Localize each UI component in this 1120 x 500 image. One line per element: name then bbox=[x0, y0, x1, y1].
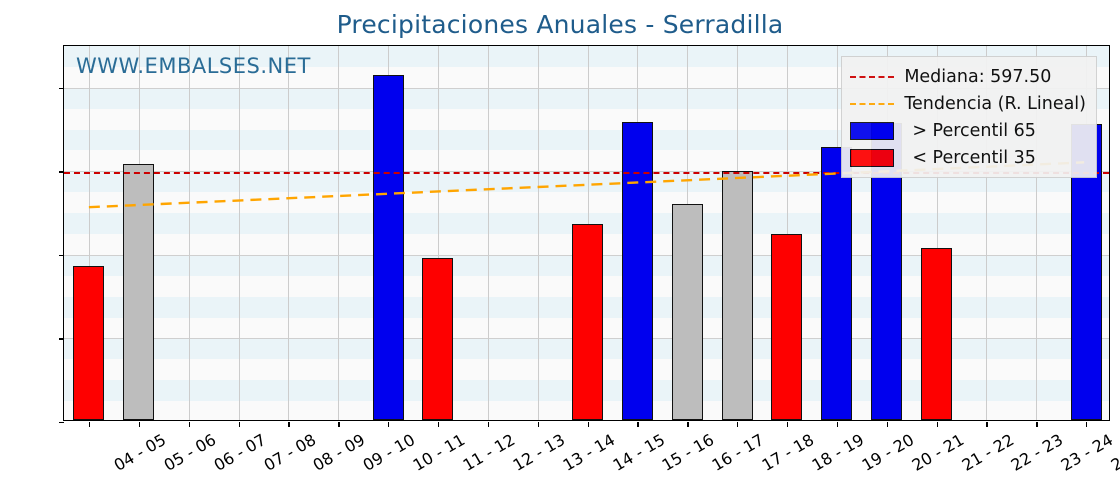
gridline-horizontal bbox=[64, 171, 1109, 173]
x-tick-mark bbox=[388, 422, 390, 427]
x-tick-mark bbox=[587, 422, 589, 427]
bar bbox=[821, 146, 853, 420]
x-tick-label: 11 - 12 bbox=[459, 430, 519, 475]
legend-label-above-p65: > Percentil 65 bbox=[912, 120, 1036, 141]
legend-item-below-p35: < Percentil 35 bbox=[850, 144, 1086, 171]
gridline-vertical bbox=[88, 46, 90, 420]
x-tick-mark bbox=[1086, 422, 1088, 427]
y-tick-mark bbox=[59, 171, 64, 173]
bar bbox=[73, 266, 105, 420]
x-tick-label: 14 - 15 bbox=[609, 430, 668, 475]
x-tick-mark bbox=[88, 422, 91, 427]
bar bbox=[422, 257, 454, 420]
x-tick-mark bbox=[338, 422, 340, 427]
x-tick-label: 06 - 07 bbox=[210, 430, 269, 475]
blue-swatch-icon bbox=[850, 121, 895, 140]
x-tick-mark bbox=[886, 422, 888, 427]
median-dash-icon bbox=[850, 75, 895, 78]
plot-area: WWW.EMBALSES.NET 0200400600800 04 - 0505… bbox=[59, 45, 1120, 475]
chart-legend: Mediana: 597.50 Tendencia (R. Lineal) > … bbox=[841, 56, 1097, 178]
gridline-vertical bbox=[188, 46, 190, 420]
x-tick-label: 22 - 23 bbox=[1007, 430, 1067, 475]
y-tick-mark bbox=[59, 254, 64, 257]
x-tick-label: 15 - 16 bbox=[658, 430, 718, 475]
trend-dash-icon bbox=[850, 102, 895, 105]
x-tick-label: 20 - 21 bbox=[908, 430, 967, 475]
x-tick-mark bbox=[836, 422, 839, 427]
x-tick-mark bbox=[188, 422, 190, 427]
x-tick-mark bbox=[537, 422, 539, 427]
gridline-vertical bbox=[537, 46, 539, 420]
x-tick-mark bbox=[437, 422, 440, 427]
bar bbox=[771, 234, 803, 420]
watermark-text: WWW.EMBALSES.NET bbox=[76, 54, 311, 78]
gridline-vertical bbox=[238, 46, 240, 420]
chart-title: Precipitaciones Anuales - Serradilla bbox=[336, 10, 784, 39]
x-tick-label: 10 - 11 bbox=[409, 430, 469, 475]
legend-item-above-p65: > Percentil 65 bbox=[850, 117, 1086, 144]
gridline-vertical bbox=[487, 46, 489, 420]
legend-item-trend: Tendencia (R. Lineal) bbox=[850, 90, 1086, 117]
x-tick-label: 19 - 20 bbox=[858, 430, 917, 475]
x-tick-mark bbox=[637, 422, 639, 427]
legend-label-trend: Tendencia (R. Lineal) bbox=[904, 93, 1086, 114]
legend-label-median: Mediana: 597.50 bbox=[904, 66, 1052, 87]
bar bbox=[921, 248, 952, 420]
x-tick-label: 05 - 06 bbox=[160, 430, 219, 475]
gridline-horizontal bbox=[64, 87, 1109, 89]
x-tick-mark bbox=[986, 422, 988, 427]
y-tick-mark bbox=[59, 338, 64, 340]
x-tick-label: 13 - 14 bbox=[559, 430, 618, 475]
x-tick-mark bbox=[687, 422, 689, 427]
x-tick-label: 17 - 18 bbox=[758, 430, 818, 475]
x-tick-label: 18 - 19 bbox=[808, 430, 868, 475]
x-tick-label: 08 - 09 bbox=[309, 430, 369, 475]
gridline-vertical bbox=[338, 46, 340, 420]
x-tick-label: 09 - 10 bbox=[359, 430, 419, 475]
x-tick-mark bbox=[238, 422, 240, 427]
x-tick-mark bbox=[1036, 422, 1038, 427]
bar bbox=[621, 121, 653, 420]
bar bbox=[372, 74, 404, 420]
gridline-vertical bbox=[936, 46, 938, 420]
gridline-vertical bbox=[288, 46, 290, 420]
x-tick-mark bbox=[786, 422, 789, 427]
median-reference-line bbox=[64, 172, 1109, 175]
legend-label-below-p35: < Percentil 35 bbox=[912, 147, 1036, 168]
bar bbox=[572, 224, 603, 420]
red-swatch-icon bbox=[850, 148, 895, 167]
y-tick-mark bbox=[59, 87, 64, 90]
x-tick-label: 23 - 24 bbox=[1057, 430, 1117, 475]
x-tick-mark bbox=[737, 422, 739, 427]
x-tick-mark bbox=[138, 422, 141, 427]
x-tick-label: 12 - 13 bbox=[509, 430, 568, 475]
bar bbox=[721, 170, 753, 420]
y-tick-mark bbox=[59, 422, 64, 424]
bar bbox=[671, 203, 703, 420]
gridline-vertical bbox=[1036, 46, 1038, 420]
x-tick-label: 04 - 05 bbox=[110, 430, 170, 475]
x-tick-mark bbox=[288, 422, 290, 427]
x-tick-label: 21 - 22 bbox=[958, 430, 1017, 475]
gridline-vertical bbox=[786, 46, 788, 420]
legend-item-median: Mediana: 597.50 bbox=[850, 63, 1086, 90]
x-tick-label: 07 - 08 bbox=[260, 430, 319, 475]
gridline-vertical bbox=[437, 46, 439, 420]
gridline-vertical bbox=[986, 46, 988, 420]
x-tick-mark bbox=[936, 422, 938, 427]
x-tick-mark bbox=[487, 422, 490, 427]
x-tick-label: 16 - 17 bbox=[708, 430, 768, 475]
